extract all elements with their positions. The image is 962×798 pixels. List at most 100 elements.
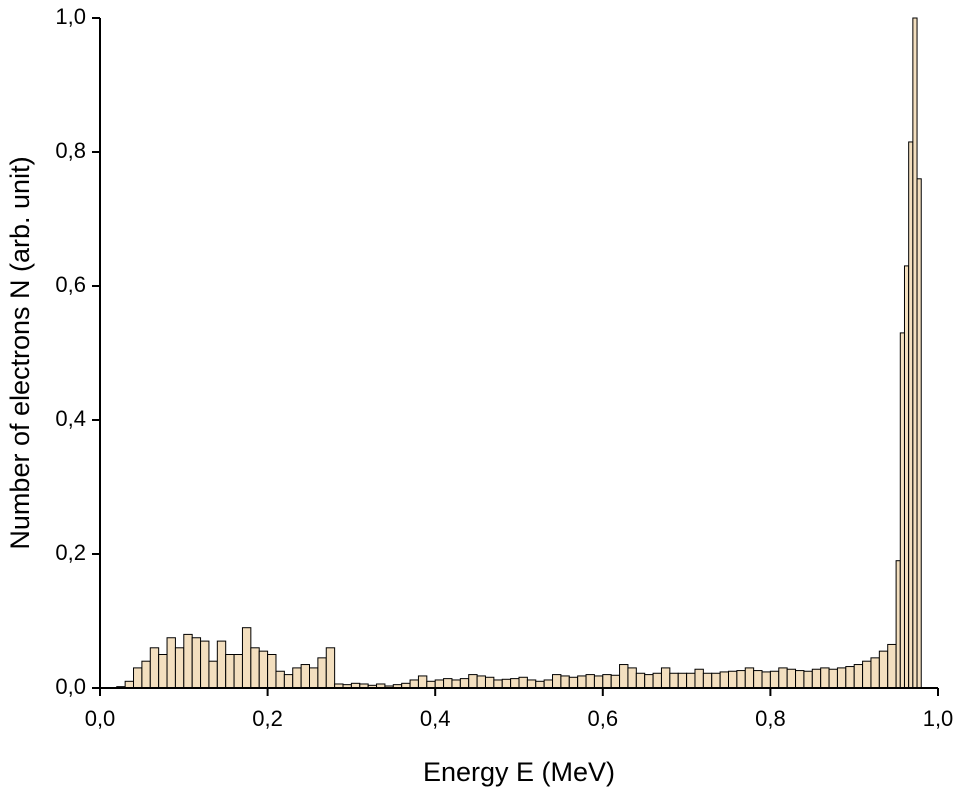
bar <box>543 679 554 689</box>
bar <box>593 675 604 689</box>
bar <box>493 679 503 689</box>
bar <box>535 680 545 689</box>
bar <box>686 672 696 689</box>
bar <box>853 664 864 689</box>
bar <box>183 633 193 689</box>
bar <box>845 666 855 689</box>
bar <box>484 676 495 689</box>
bar <box>526 679 537 689</box>
bar <box>694 668 704 689</box>
bar <box>208 660 218 689</box>
bar <box>250 647 260 689</box>
bar <box>451 679 461 689</box>
bar <box>166 637 176 689</box>
bar <box>459 678 470 689</box>
bar <box>133 667 143 689</box>
bar <box>719 671 729 689</box>
x-tick-label: 0,8 <box>755 706 786 731</box>
bar <box>191 637 202 689</box>
y-tick-label: 0,6 <box>55 272 86 297</box>
x-tick-label: 0,2 <box>252 706 283 731</box>
bar <box>786 668 797 689</box>
bar <box>820 667 830 689</box>
bar <box>669 672 679 689</box>
bar <box>417 675 428 689</box>
bar <box>908 141 914 689</box>
bar <box>728 670 738 689</box>
bar <box>300 664 310 689</box>
bar <box>652 672 662 689</box>
bar <box>795 670 805 689</box>
bar <box>619 664 629 689</box>
bar <box>778 667 788 689</box>
bar <box>158 654 168 689</box>
bar <box>677 672 688 689</box>
bar <box>174 647 185 689</box>
bar <box>769 670 780 689</box>
x-tick-label: 1,0 <box>923 706 954 731</box>
bar <box>200 640 210 689</box>
bar <box>744 667 755 689</box>
bar <box>912 17 918 689</box>
bar <box>560 675 570 689</box>
bar <box>518 676 528 689</box>
bar <box>434 679 445 689</box>
bar <box>426 680 436 689</box>
bar <box>124 680 135 689</box>
bar <box>409 679 419 689</box>
bar <box>585 674 595 689</box>
bar <box>233 654 243 689</box>
bar <box>870 657 880 689</box>
bar <box>903 265 910 689</box>
x-tick-label: 0,0 <box>85 706 116 731</box>
bar <box>736 670 746 689</box>
bar <box>267 654 277 689</box>
y-axis-title: Number of electrons N (arb. unit) <box>5 156 35 549</box>
bar <box>895 560 901 689</box>
bar <box>149 647 160 689</box>
y-tick-label: 0,0 <box>55 674 86 699</box>
bar <box>577 675 587 689</box>
y-tick-label: 0,2 <box>55 540 86 565</box>
bar <box>275 670 285 689</box>
bar <box>660 667 671 689</box>
bar <box>828 668 838 689</box>
bar <box>602 674 612 689</box>
bar <box>644 674 654 689</box>
bar <box>283 674 294 689</box>
y-tick-label: 0,8 <box>55 138 86 163</box>
bar <box>468 674 478 689</box>
bar <box>811 668 822 689</box>
bar <box>241 627 252 689</box>
bar <box>552 674 562 689</box>
x-tick-label: 0,4 <box>420 706 451 731</box>
bar <box>225 654 235 689</box>
bar <box>862 660 872 689</box>
bar <box>292 667 302 689</box>
bar <box>627 667 637 689</box>
bar <box>836 667 847 689</box>
bar <box>803 670 813 689</box>
bar <box>711 672 721 689</box>
x-axis-title: Energy E (MeV) <box>423 757 615 787</box>
bar <box>443 678 453 689</box>
bar <box>309 667 319 689</box>
bar <box>216 640 227 689</box>
x-tick-label: 0,6 <box>588 706 619 731</box>
y-tick-label: 0,4 <box>55 406 86 431</box>
bar <box>258 650 269 689</box>
y-tick-label: 1,0 <box>55 4 86 29</box>
bar <box>899 332 905 689</box>
bar <box>916 178 922 689</box>
bar <box>141 660 151 689</box>
bar <box>568 676 579 689</box>
bar <box>753 670 763 689</box>
bar <box>635 672 646 689</box>
bar <box>878 650 889 689</box>
bar <box>761 671 771 689</box>
bar <box>510 678 520 689</box>
bar <box>610 674 621 689</box>
bar <box>702 672 713 689</box>
